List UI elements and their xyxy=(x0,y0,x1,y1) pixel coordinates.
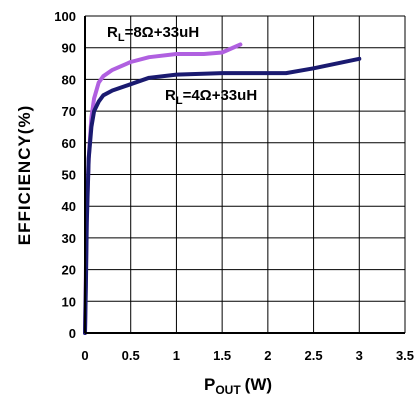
y-tick-label: 0 xyxy=(69,326,76,341)
x-tick-label: 3 xyxy=(356,348,363,363)
y-tick-label: 30 xyxy=(62,231,76,246)
x-tick-label: 2.5 xyxy=(305,348,323,363)
x-tick-label: 3.5 xyxy=(396,348,414,363)
x-axis-label: POUT (W) xyxy=(204,375,272,397)
y-tick-label: 60 xyxy=(62,136,76,151)
grid xyxy=(85,15,406,333)
y-tick-label: 50 xyxy=(62,168,76,183)
tick-labels: 0 0.5 1 1.5 2 2.5 3 3.5 0 10 20 30 40 50 60 70 80 90 100 xyxy=(54,9,414,363)
x-tick-label: 0.5 xyxy=(122,348,140,363)
y-tick-label: 10 xyxy=(62,294,76,309)
series-line-1 xyxy=(83,56,362,335)
y-tick-label: 100 xyxy=(54,9,76,24)
y-axis-label: EFFICIENCY(%) xyxy=(15,105,34,246)
series-label-8ohm: RL=8Ω+33uH xyxy=(107,24,199,44)
y-tick-label: 20 xyxy=(62,263,76,278)
x-tick-label: 1 xyxy=(173,348,180,363)
y-tick-label: 80 xyxy=(62,72,76,87)
series-label-4ohm: RL=4Ω+33uH xyxy=(165,87,257,107)
x-tick-label: 0 xyxy=(81,348,88,363)
axes xyxy=(84,16,405,334)
x-tick-label: 2 xyxy=(264,348,271,363)
y-tick-label: 90 xyxy=(62,41,76,56)
y-tick-label: 70 xyxy=(62,104,76,119)
series-lines xyxy=(83,42,362,335)
y-tick-label: 40 xyxy=(62,199,76,214)
x-tick-label: 1.5 xyxy=(213,348,231,363)
